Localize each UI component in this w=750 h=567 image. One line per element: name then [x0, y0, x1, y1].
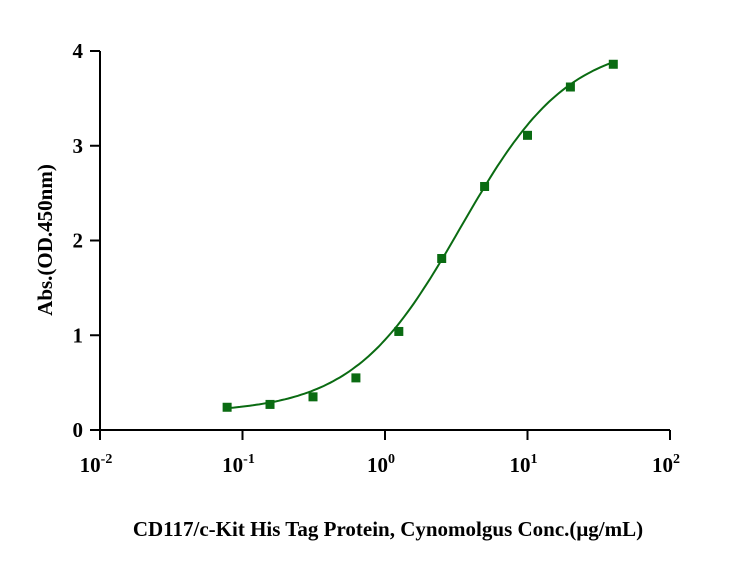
data-point: [351, 373, 361, 383]
y-tick-label: 4: [73, 39, 84, 63]
data-points: [222, 59, 618, 412]
data-point: [565, 82, 575, 92]
y-tick-label: 1: [73, 323, 84, 347]
data-point: [523, 130, 532, 140]
data-point: [608, 59, 618, 69]
data-point: [394, 326, 404, 336]
fit-curve: [227, 61, 614, 410]
data-point: [437, 254, 447, 264]
data-point: [222, 402, 232, 412]
y-tick-label: 0: [73, 418, 84, 442]
axes: 10-2 10-1 100 101 102 0 1 2 3 4: [73, 39, 681, 477]
data-point: [265, 399, 275, 409]
data-point: [480, 181, 490, 191]
y-axis-label: Abs.(OD.450nm): [33, 164, 57, 316]
x-axis-label: CD117/c-Kit His Tag Protein, Cynomolgus …: [133, 517, 643, 541]
x-tick-label: 100: [367, 452, 395, 477]
y-tick-label: 2: [73, 229, 84, 253]
x-tick-label: 102: [652, 452, 680, 477]
x-tick-label: 10-1: [222, 452, 255, 477]
data-point: [308, 392, 318, 402]
y-tick-label: 3: [73, 134, 84, 158]
x-tick-label: 10-2: [80, 452, 113, 477]
x-tick-label: 101: [510, 452, 538, 477]
